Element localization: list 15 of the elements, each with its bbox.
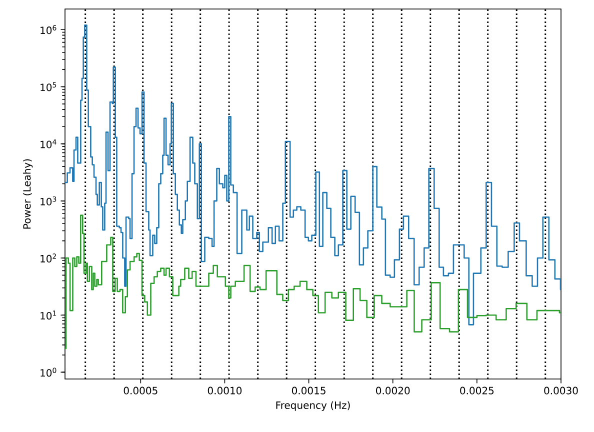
x-tick-label: 0.0025	[460, 386, 494, 394]
y-tick-label: 10$^{0}$	[40, 368, 56, 377]
x-tick-label: 0.0010	[208, 386, 242, 394]
y-tick-label: 10$^{1}$	[40, 310, 56, 320]
x-tick-label: 0.0015	[292, 386, 326, 394]
y-tick-label: 10$^{4}$	[40, 139, 56, 148]
x-tick-label: 0.0020	[376, 386, 410, 394]
y-tick-label: 10$^{6}$	[40, 25, 56, 34]
y-tick-label: 10$^{3}$	[40, 196, 56, 206]
y-tick-label: 10$^{2}$	[40, 254, 56, 262]
x-axis-title: Frequency (Hz)	[276, 401, 350, 411]
x-tick-label: 0.0005	[124, 386, 158, 394]
y-tick-label: 10$^{5}$	[40, 82, 56, 92]
y-axis-title: Power (Leahy)	[22, 159, 33, 229]
x-tick-label: 0.0030	[544, 386, 578, 394]
